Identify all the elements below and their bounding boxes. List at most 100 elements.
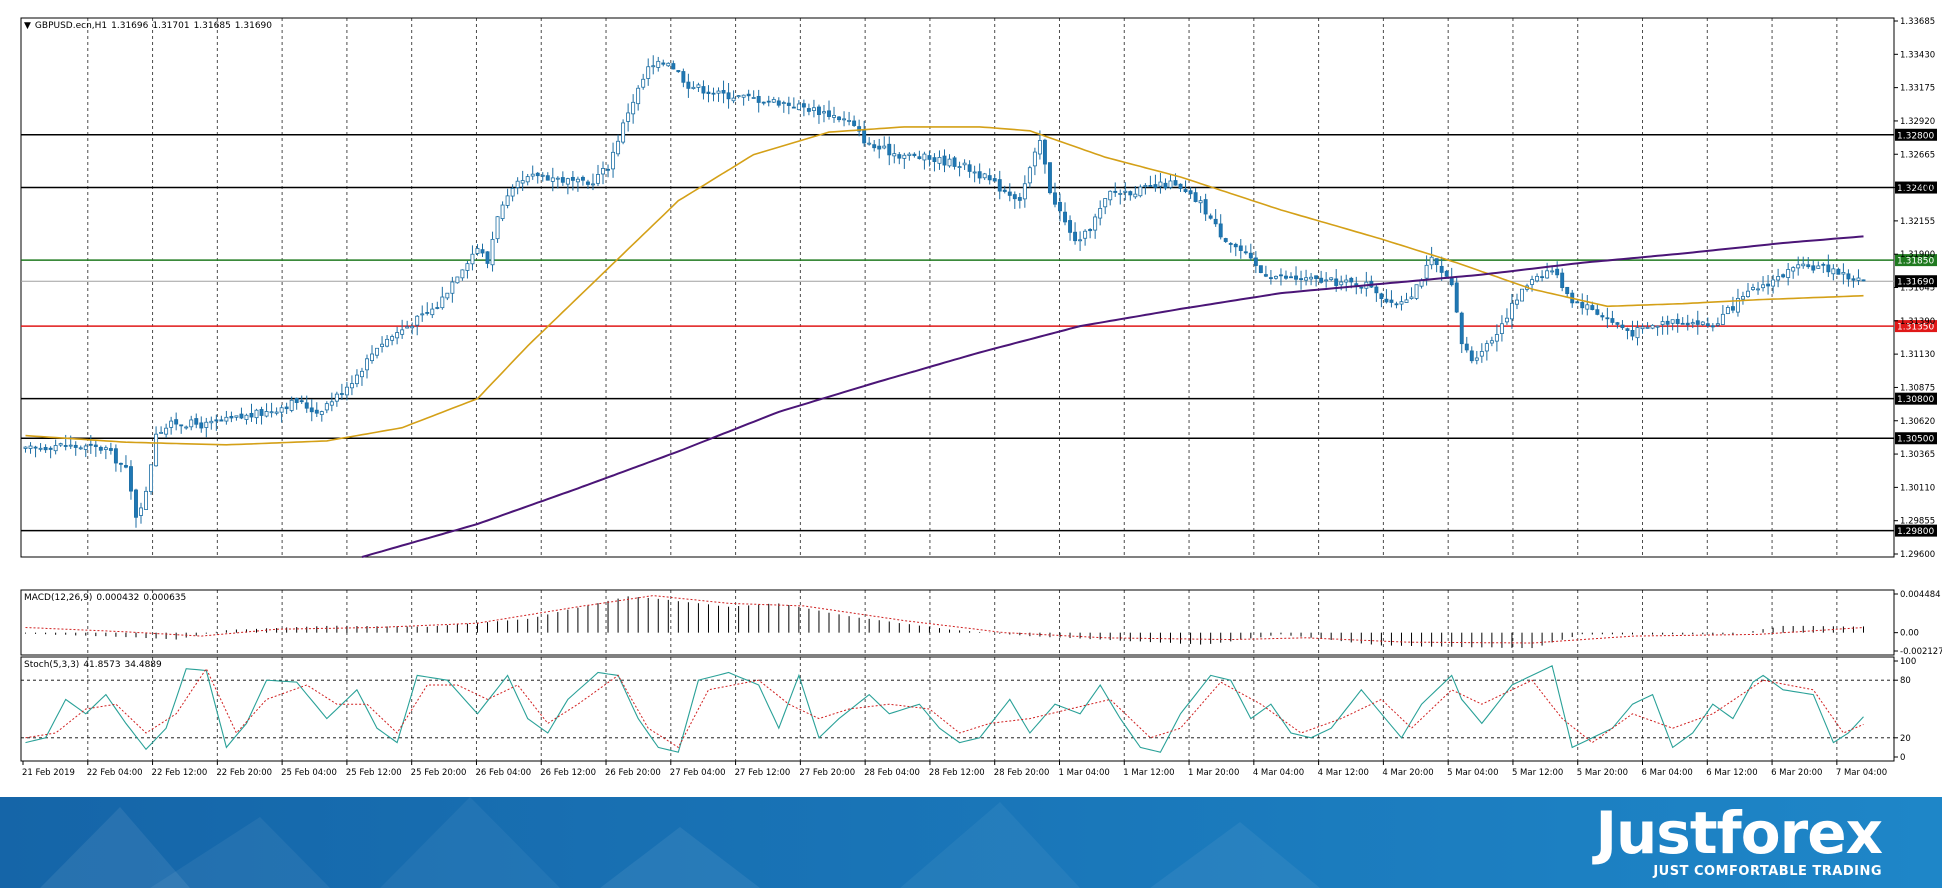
candle-body xyxy=(1605,317,1610,320)
candle-body xyxy=(947,158,952,167)
candle-body xyxy=(164,427,169,435)
candle-body xyxy=(1680,322,1685,325)
candle-body xyxy=(1078,239,1083,242)
x-tick-label: 27 Feb 12:00 xyxy=(735,768,791,778)
y-tick-label: 1.32920 xyxy=(1900,117,1935,127)
candle-body xyxy=(360,370,364,378)
candle-body xyxy=(721,90,726,94)
x-tick-label: 7 Mar 04:00 xyxy=(1836,768,1887,778)
candle-body xyxy=(967,164,972,172)
candle-body xyxy=(510,187,515,197)
candle-body xyxy=(1002,189,1007,192)
candle-body xyxy=(349,383,354,389)
candle-body xyxy=(1299,278,1304,280)
candle-body xyxy=(1414,284,1419,299)
candle-body xyxy=(1685,322,1690,326)
macd-signal-line xyxy=(25,595,1864,644)
candle-body xyxy=(103,447,108,450)
candle-body xyxy=(1258,265,1263,273)
candle-body xyxy=(1741,296,1745,300)
level-price-label: 1.31350 xyxy=(1897,323,1934,333)
candle-body xyxy=(83,445,88,450)
candle-body xyxy=(264,411,269,417)
brand-banner xyxy=(0,797,1942,888)
candle-body xyxy=(731,97,736,102)
candle-body xyxy=(189,419,194,428)
candle-body xyxy=(1289,276,1293,279)
candle-body xyxy=(505,195,510,206)
candle-body xyxy=(1550,270,1555,273)
low-value: 1.31685 xyxy=(193,21,231,31)
candle-body xyxy=(1324,279,1329,282)
candle-body xyxy=(380,343,385,347)
candle-body xyxy=(525,176,530,183)
candle-body xyxy=(857,126,862,132)
y-tick-label: 1.32665 xyxy=(1900,150,1935,160)
stoch-y-tick-label: 0 xyxy=(1900,753,1905,763)
candle-body xyxy=(1520,288,1524,302)
stoch-y-tick-label: 100 xyxy=(1900,657,1916,667)
y-tick-label: 1.31390 xyxy=(1900,317,1935,327)
candle-body xyxy=(430,308,435,316)
stoch-name: Stoch(5,3,3) xyxy=(24,660,80,670)
x-tick-label: 1 Mar 04:00 xyxy=(1058,768,1109,778)
candle-body xyxy=(686,81,691,89)
candle-body xyxy=(1786,269,1791,278)
candle-body xyxy=(1856,277,1861,281)
candle-body xyxy=(1610,318,1615,323)
candle-body xyxy=(972,171,977,174)
candle-body xyxy=(1861,279,1866,282)
symbol-name: GBPUSD.ecn,H1 xyxy=(34,21,108,31)
level-price-label: 1.31690 xyxy=(1897,278,1934,288)
candle-body xyxy=(1268,277,1273,279)
candle-body xyxy=(1253,257,1258,266)
candle-body xyxy=(294,397,299,403)
x-tick-label: 5 Mar 12:00 xyxy=(1512,768,1563,778)
candle-body xyxy=(1228,243,1233,245)
candle-body xyxy=(159,431,164,434)
candle-body xyxy=(78,447,83,450)
candle-body xyxy=(1148,185,1153,187)
candle-body xyxy=(33,446,38,449)
candle-body xyxy=(1756,288,1760,291)
chart-canvas[interactable]: 1.32800 1.32400 1.31850 1.31690 1.31350 1.308… xyxy=(0,0,1942,797)
macd-name: MACD(12,26,9) xyxy=(24,593,93,603)
candle-body xyxy=(1600,315,1605,318)
candle-body xyxy=(1615,322,1620,325)
candle-body xyxy=(1163,182,1168,189)
x-tick-label: 28 Feb 04:00 xyxy=(864,768,920,778)
candle-body xyxy=(832,115,836,118)
candle-body xyxy=(149,464,154,492)
candle-body xyxy=(309,407,314,413)
candle-body xyxy=(1279,274,1283,277)
candle-body xyxy=(1655,325,1660,328)
level-price-label: 1.30500 xyxy=(1897,435,1934,445)
candle-body xyxy=(58,443,63,446)
candle-body xyxy=(746,93,751,97)
candle-body xyxy=(1555,268,1560,276)
candle-body xyxy=(410,326,415,329)
candle-body xyxy=(450,281,455,294)
collapse-triangle-icon[interactable]: ▼ xyxy=(24,21,31,31)
candle-body xyxy=(365,358,369,371)
x-tick-label: 28 Feb 12:00 xyxy=(929,768,985,778)
candle-body xyxy=(1314,275,1319,279)
candle-body xyxy=(118,462,123,465)
candle-body xyxy=(1384,298,1389,303)
level-price-label: 1.31850 xyxy=(1897,257,1934,267)
candle-body xyxy=(1650,324,1655,329)
candle-body xyxy=(1394,303,1399,306)
candle-body xyxy=(1665,320,1670,325)
x-tick-label: 6 Mar 12:00 xyxy=(1706,768,1757,778)
candle-body xyxy=(420,313,425,316)
candle-body xyxy=(1022,183,1027,200)
candle-body xyxy=(1379,293,1384,299)
macd-signal-value: 0.000635 xyxy=(143,593,187,603)
candle-body xyxy=(1444,270,1449,277)
candle-body xyxy=(1705,323,1710,326)
candle-body xyxy=(691,86,696,89)
candle-body xyxy=(651,65,656,68)
candle-body xyxy=(224,416,229,422)
candle-body xyxy=(1796,264,1801,269)
candle-body xyxy=(872,144,877,149)
